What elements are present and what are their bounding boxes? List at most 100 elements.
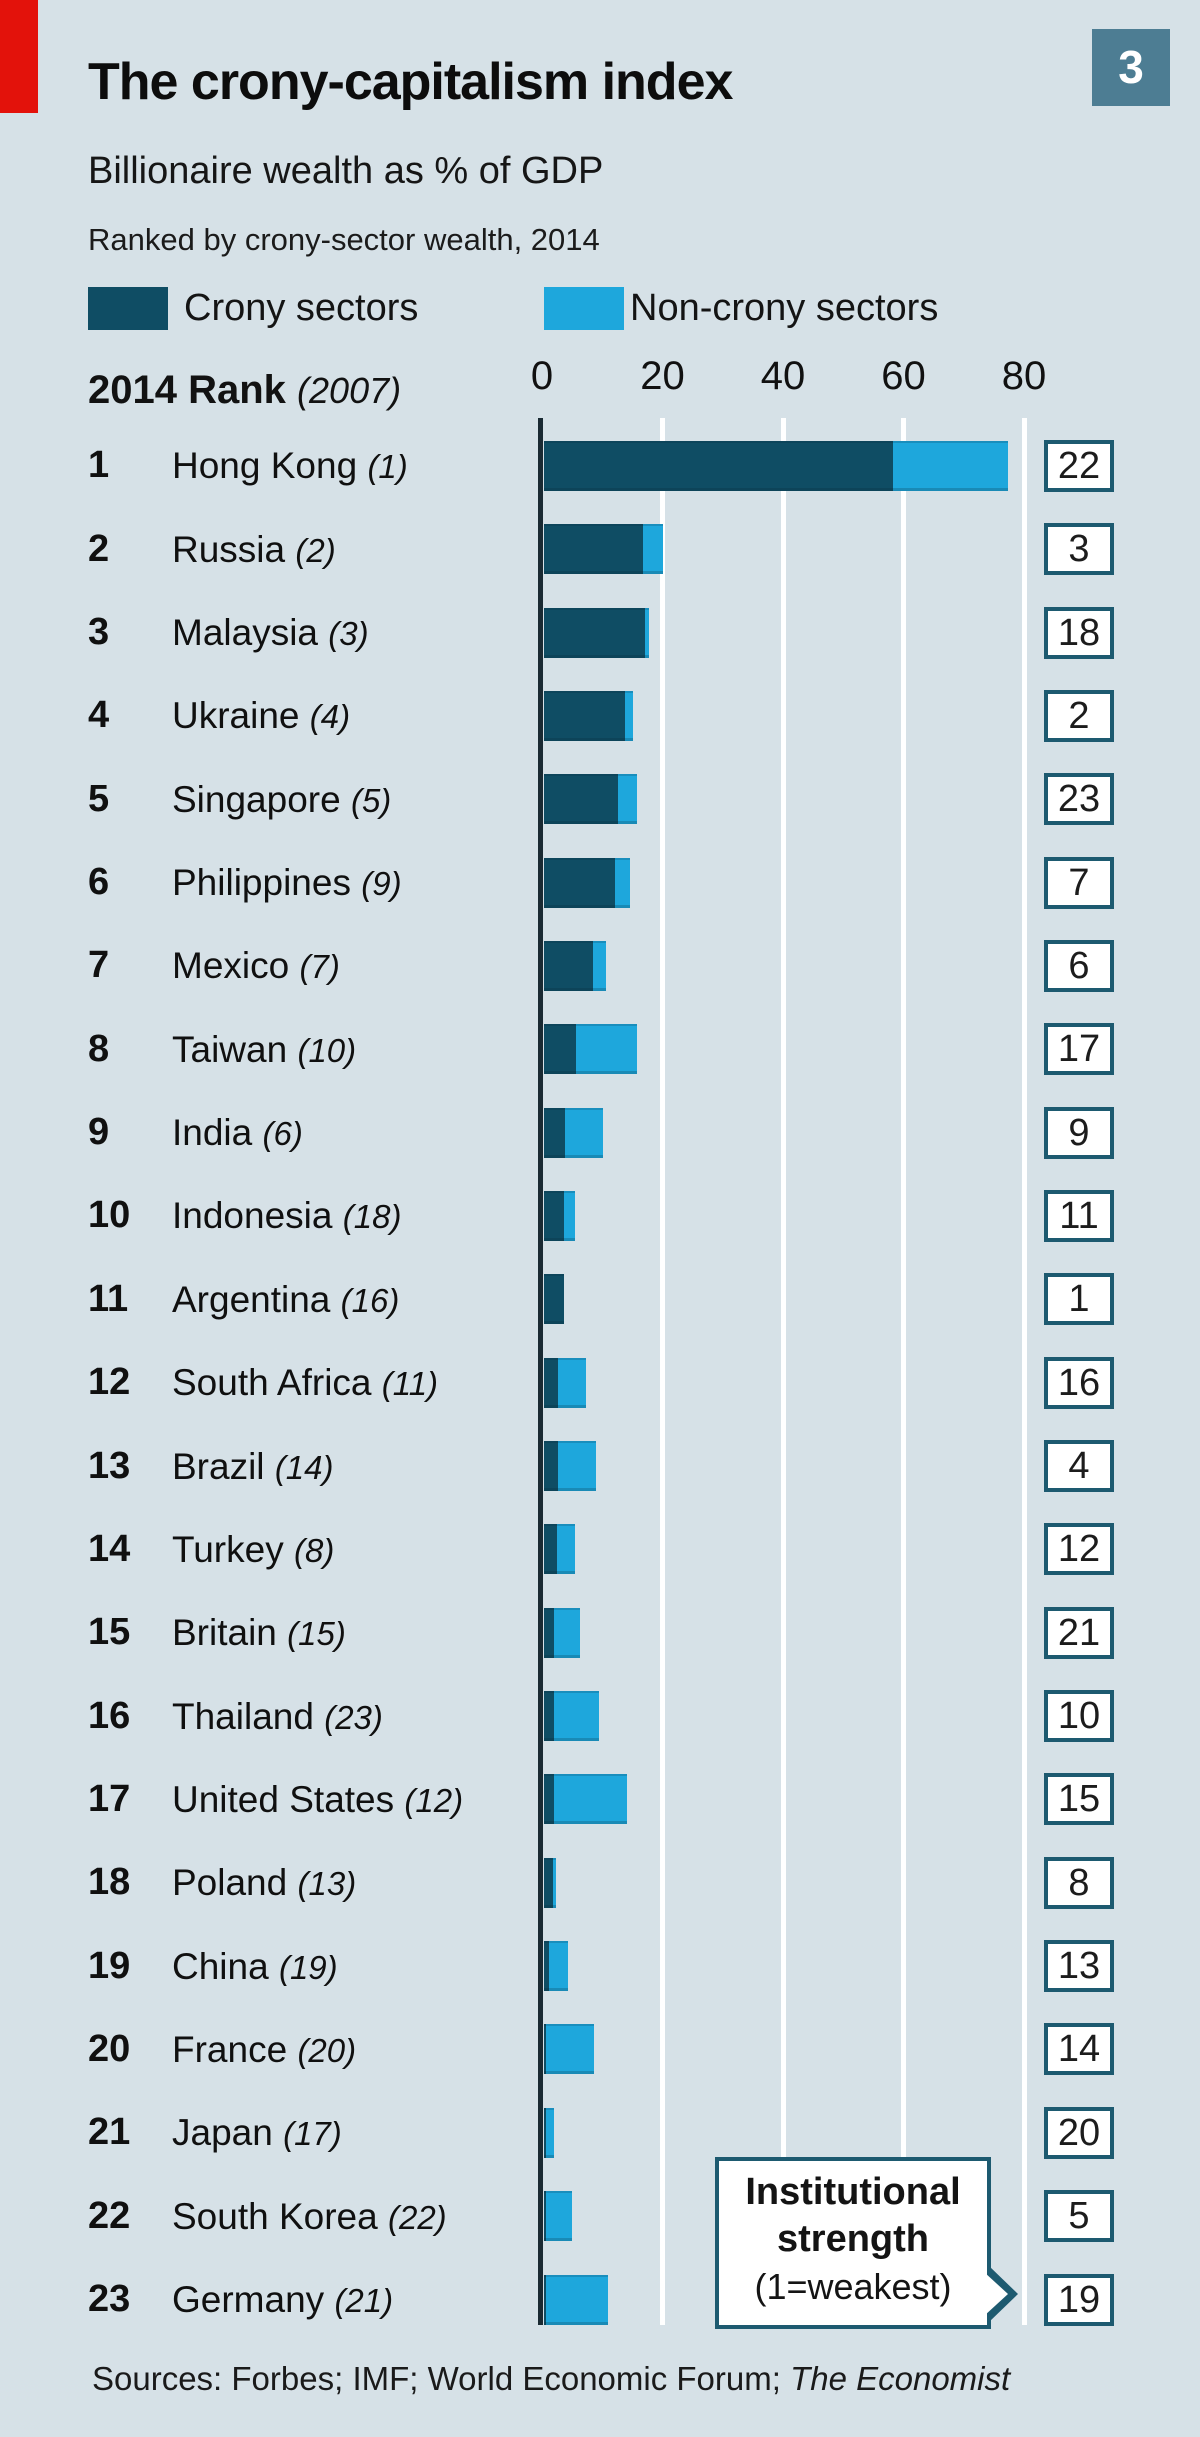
bar-crony-segment — [544, 1607, 555, 1658]
rank-label: 5 — [88, 777, 110, 820]
bar-noncrony-segment — [553, 1691, 599, 1742]
axis-tick-label: 80 — [1001, 354, 1047, 398]
institutional-strength-box: 23 — [1044, 773, 1114, 826]
table-row: 15 Britain (15) 21 — [0, 1591, 1200, 1674]
rank-header-year: 2014 Rank — [88, 368, 286, 412]
figure-number-badge: 3 — [1092, 29, 1170, 106]
country-label: India (6) — [172, 1091, 303, 1175]
previous-rank-label: (20) — [297, 2031, 357, 2069]
country-name: China — [172, 1945, 279, 1987]
country-name: Taiwan — [172, 1028, 298, 1070]
bar-crony-segment — [544, 2107, 546, 2158]
bar-crony-segment — [544, 1274, 564, 1325]
institutional-strength-box: 18 — [1044, 606, 1114, 659]
country-label: United States (12) — [172, 1758, 463, 1842]
axis-tick-label: 20 — [640, 354, 685, 398]
page-title: The crony-capitalism index — [88, 53, 733, 111]
previous-rank-label: (7) — [299, 948, 340, 986]
non-crony-legend-swatch — [544, 287, 624, 330]
previous-rank-label: (6) — [262, 1115, 303, 1153]
country-name: Indonesia — [172, 1195, 343, 1237]
country-label: Taiwan (10) — [172, 1008, 356, 1092]
previous-rank-label: (22) — [387, 2198, 447, 2236]
rank-label: 21 — [88, 2111, 131, 2154]
country-label: Mexico (7) — [172, 924, 340, 1008]
axis-tick-label: 0 — [530, 354, 554, 398]
bar-noncrony-segment — [615, 857, 631, 908]
institutional-strength-box: 16 — [1044, 1356, 1114, 1409]
crony-legend-swatch — [88, 287, 168, 330]
rank-label: 20 — [88, 2027, 131, 2070]
institutional-strength-box: 15 — [1044, 1773, 1114, 1826]
institutional-strength-box: 8 — [1044, 1856, 1114, 1909]
bar-noncrony-segment — [625, 690, 634, 741]
bar-crony-segment — [544, 607, 646, 658]
previous-rank-label: (9) — [361, 865, 402, 903]
institutional-strength-box: 11 — [1044, 1189, 1114, 1242]
institutional-strength-box: 2 — [1044, 689, 1114, 742]
institutional-strength-box: 1 — [1044, 1273, 1114, 1326]
bar-noncrony-segment — [545, 2274, 609, 2325]
table-row: 23 Germany (21) 19 — [0, 2258, 1200, 2341]
axis-tick-label: 40 — [760, 354, 806, 398]
table-row: 10 Indonesia (18) 11 — [0, 1174, 1200, 1257]
axis-tick-label: 60 — [881, 354, 926, 398]
rank-label: 4 — [88, 694, 110, 737]
bar-crony-segment — [544, 524, 644, 575]
country-label: Britain (15) — [172, 1591, 346, 1675]
table-row: 9 India (6) 9 — [0, 1091, 1200, 1174]
previous-rank-label: (5) — [350, 781, 392, 819]
country-name: Britain — [172, 1612, 288, 1654]
previous-rank-label: (12) — [404, 1781, 464, 1819]
institutional-strength-box: 5 — [1044, 2190, 1114, 2243]
country-label: France (20) — [172, 2008, 356, 2092]
bar-crony-segment — [544, 1774, 554, 1825]
gridline — [1021, 418, 1027, 2325]
institutional-strength-box: 4 — [1044, 1440, 1114, 1493]
country-name: Japan — [172, 2112, 284, 2154]
country-label: Hong Kong (1) — [172, 424, 408, 508]
rank-header-previous-year: (2007) — [297, 370, 402, 411]
bar-crony-segment — [544, 857, 616, 908]
rank-column-header: 2014 Rank (2007) — [88, 368, 401, 413]
previous-rank-label: (4) — [309, 698, 351, 736]
table-row: 6 Philippines (9) 7 — [0, 841, 1200, 924]
bar-noncrony-segment — [893, 440, 1008, 491]
previous-rank-label: (23) — [324, 1698, 383, 1736]
bar-crony-segment — [544, 2191, 546, 2242]
institutional-strength-box: 7 — [1044, 856, 1114, 909]
bar-crony-segment — [544, 1857, 554, 1908]
institutional-strength-box: 3 — [1044, 523, 1114, 576]
bar-crony-segment — [544, 1691, 554, 1742]
country-label: Philippines (9) — [172, 841, 402, 925]
rank-label: 12 — [88, 1361, 131, 1404]
bar-noncrony-segment — [545, 2191, 572, 2242]
rank-label: 8 — [88, 1027, 110, 1070]
country-label: Indonesia (18) — [172, 1174, 401, 1258]
institutional-strength-box: 6 — [1044, 939, 1114, 992]
economist-red-tab — [0, 0, 38, 113]
table-row: 7 Mexico (7) 6 — [0, 924, 1200, 1007]
bar-crony-segment — [544, 940, 593, 991]
country-label: Thailand (23) — [172, 1675, 383, 1759]
crony-legend-label: Crony sectors — [184, 287, 419, 329]
bar-noncrony-segment — [645, 607, 649, 658]
table-row: 3 Malaysia (3) 18 — [0, 591, 1200, 674]
bar-crony-segment — [544, 690, 626, 741]
institutional-strength-box: 9 — [1044, 1106, 1114, 1159]
table-row: 4 Ukraine (4) 2 — [0, 674, 1200, 757]
callout-line-3: (1=weakest) — [754, 2266, 952, 2307]
previous-rank-label: (18) — [342, 1198, 402, 1236]
previous-rank-label: (10) — [297, 1031, 357, 1069]
gridline — [780, 418, 786, 2325]
bar-crony-segment — [544, 2274, 546, 2325]
rank-label: 7 — [88, 944, 110, 987]
country-name: Ukraine — [172, 695, 310, 737]
bar-crony-segment — [544, 1441, 559, 1492]
bar-noncrony-segment — [592, 940, 607, 991]
rank-label: 10 — [88, 1194, 131, 1237]
country-name: Poland — [172, 1862, 298, 1904]
table-row: 17 United States (12) 15 — [0, 1758, 1200, 1841]
previous-rank-label: (11) — [381, 1365, 439, 1403]
